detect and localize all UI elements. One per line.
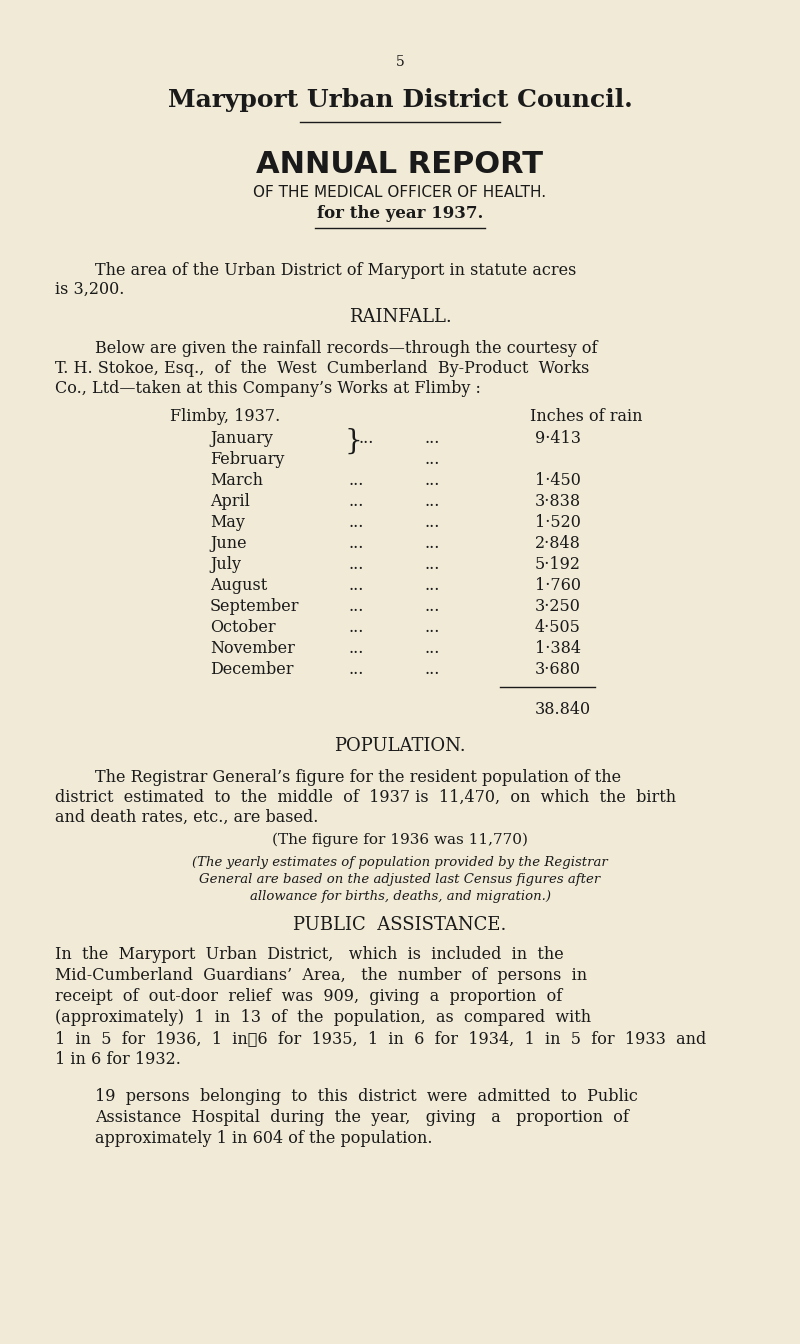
Text: 1·520: 1·520 — [535, 513, 581, 531]
Text: for the year 1937.: for the year 1937. — [317, 206, 483, 222]
Text: ...: ... — [425, 661, 440, 677]
Text: ...: ... — [425, 472, 440, 489]
Text: December: December — [210, 661, 294, 677]
Text: Below are given the rainfall records—through the courtesy of: Below are given the rainfall records—thr… — [95, 340, 598, 358]
Text: (approximately)  1  in  13  of  the  population,  as  compared  with: (approximately) 1 in 13 of the populatio… — [55, 1009, 591, 1025]
Text: ...: ... — [348, 640, 363, 657]
Text: PUBLIC  ASSISTANCE.: PUBLIC ASSISTANCE. — [294, 917, 506, 934]
Text: 2·848: 2·848 — [535, 535, 581, 552]
Text: ANNUAL REPORT: ANNUAL REPORT — [257, 151, 543, 179]
Text: May: May — [210, 513, 245, 531]
Text: ...: ... — [348, 598, 363, 616]
Text: 1·384: 1·384 — [535, 640, 581, 657]
Text: OF THE MEDICAL OFFICER OF HEALTH.: OF THE MEDICAL OFFICER OF HEALTH. — [254, 185, 546, 200]
Text: district  estimated  to  the  middle  of  1937 is  11,470,  on  which  the  birt: district estimated to the middle of 1937… — [55, 789, 676, 806]
Text: Maryport Urban District Council.: Maryport Urban District Council. — [168, 87, 632, 112]
Text: 1 in 6 for 1932.: 1 in 6 for 1932. — [55, 1051, 181, 1068]
Text: September: September — [210, 598, 299, 616]
Text: ...: ... — [348, 577, 363, 594]
Text: ...: ... — [425, 556, 440, 573]
Text: In  the  Maryport  Urban  District,   which  is  included  in  the: In the Maryport Urban District, which is… — [55, 946, 564, 964]
Text: ...: ... — [425, 430, 440, 448]
Text: and death rates, etc., are based.: and death rates, etc., are based. — [55, 809, 318, 827]
Text: (The figure for 1936 was 11,770): (The figure for 1936 was 11,770) — [272, 833, 528, 847]
Text: January: January — [210, 430, 273, 448]
Text: Inches of rain: Inches of rain — [530, 409, 642, 425]
Text: Flimby, 1937.: Flimby, 1937. — [170, 409, 280, 425]
Text: ...: ... — [348, 493, 363, 509]
Text: is 3,200.: is 3,200. — [55, 281, 124, 298]
Text: Co., Ltd—taken at this Company’s Works at Flimby :: Co., Ltd—taken at this Company’s Works a… — [55, 380, 481, 396]
Text: ...: ... — [348, 620, 363, 636]
Text: ...: ... — [425, 598, 440, 616]
Text: 19  persons  belonging  to  this  district  were  admitted  to  Public: 19 persons belonging to this district we… — [95, 1089, 638, 1105]
Text: 3·838: 3·838 — [535, 493, 581, 509]
Text: 38.840: 38.840 — [535, 702, 591, 718]
Text: 1·450: 1·450 — [535, 472, 581, 489]
Text: August: August — [210, 577, 267, 594]
Text: ...: ... — [348, 472, 363, 489]
Text: July: July — [210, 556, 241, 573]
Text: ...: ... — [348, 556, 363, 573]
Text: October: October — [210, 620, 276, 636]
Text: ...: ... — [358, 430, 374, 448]
Text: }: } — [345, 427, 362, 456]
Text: ...: ... — [425, 640, 440, 657]
Text: ...: ... — [425, 493, 440, 509]
Text: ...: ... — [348, 661, 363, 677]
Text: 9·413: 9·413 — [535, 430, 581, 448]
Text: ...: ... — [348, 513, 363, 531]
Text: ...: ... — [425, 620, 440, 636]
Text: General are based on the adjusted last Census figures after: General are based on the adjusted last C… — [199, 874, 601, 886]
Text: 3·680: 3·680 — [535, 661, 581, 677]
Text: June: June — [210, 535, 246, 552]
Text: ...: ... — [425, 452, 440, 468]
Text: ...: ... — [425, 535, 440, 552]
Text: receipt  of  out-door  relief  was  909,  giving  a  proportion  of: receipt of out-door relief was 909, givi… — [55, 988, 562, 1005]
Text: February: February — [210, 452, 284, 468]
Text: The Registrar General’s figure for the resident population of the: The Registrar General’s figure for the r… — [95, 769, 621, 786]
Text: allowance for births, deaths, and migration.): allowance for births, deaths, and migrat… — [250, 890, 550, 903]
Text: Assistance  Hospital  during  the  year,   giving   a   proportion  of: Assistance Hospital during the year, giv… — [95, 1109, 629, 1126]
Text: ...: ... — [348, 535, 363, 552]
Text: 5: 5 — [396, 55, 404, 69]
Text: (The yearly estimates of population provided by the Registrar: (The yearly estimates of population prov… — [192, 856, 608, 870]
Text: 3·250: 3·250 — [535, 598, 581, 616]
Text: March: March — [210, 472, 263, 489]
Text: approximately 1 in 604 of the population.: approximately 1 in 604 of the population… — [95, 1130, 433, 1146]
Text: 1  in  5  for  1936,  1  in 6  for  1935,  1  in  6  for  1934,  1  in  5  for  : 1 in 5 for 1936, 1 in 6 for 1935, 1 in 6… — [55, 1030, 706, 1047]
Text: ...: ... — [425, 513, 440, 531]
Text: POPULATION.: POPULATION. — [334, 737, 466, 755]
Text: ...: ... — [425, 577, 440, 594]
Text: Mid-Cumberland  Guardians’  Area,   the  number  of  persons  in: Mid-Cumberland Guardians’ Area, the numb… — [55, 966, 587, 984]
Text: RAINFALL.: RAINFALL. — [349, 308, 451, 327]
Text: The area of the Urban District of Maryport in statute acres: The area of the Urban District of Marypo… — [95, 262, 576, 280]
Text: 1·760: 1·760 — [535, 577, 581, 594]
Text: April: April — [210, 493, 250, 509]
Text: November: November — [210, 640, 295, 657]
Text: 4·505: 4·505 — [535, 620, 581, 636]
Text: T. H. Stokoe, Esq.,  of  the  West  Cumberland  By-Product  Works: T. H. Stokoe, Esq., of the West Cumberla… — [55, 360, 590, 378]
Text: 5·192: 5·192 — [535, 556, 581, 573]
